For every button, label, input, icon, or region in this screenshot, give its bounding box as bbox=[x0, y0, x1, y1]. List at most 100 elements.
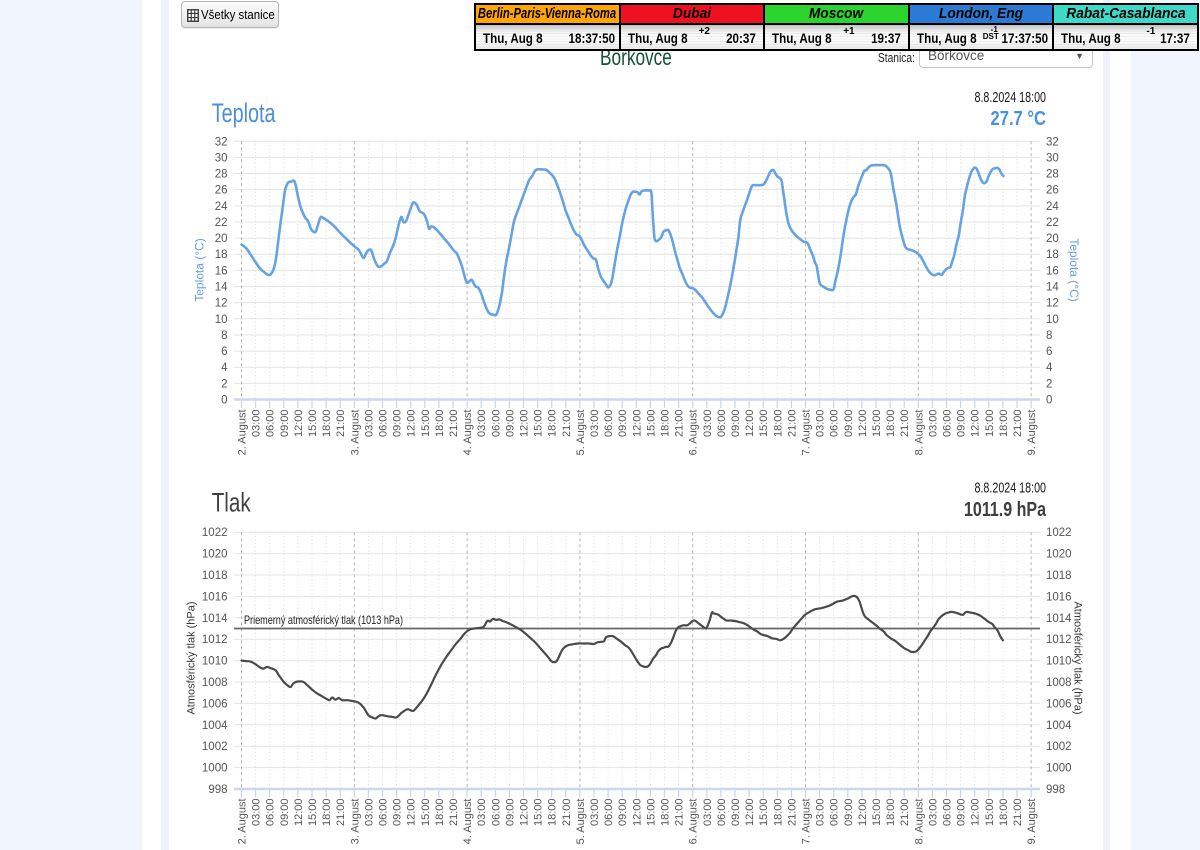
svg-text:9. August: 9. August bbox=[1026, 410, 1038, 456]
svg-text:12: 12 bbox=[1046, 298, 1059, 310]
svg-text:1010: 1010 bbox=[1046, 656, 1072, 668]
svg-text:15:00: 15:00 bbox=[533, 799, 545, 827]
svg-text:32: 32 bbox=[1046, 136, 1059, 148]
svg-text:03:00: 03:00 bbox=[815, 799, 827, 827]
svg-text:14: 14 bbox=[1046, 282, 1059, 294]
svg-text:21:00: 21:00 bbox=[448, 799, 460, 827]
svg-text:Priemerný atmosférický tlak (1: Priemerný atmosférický tlak (1013 hPa) bbox=[244, 613, 403, 627]
svg-text:Teplota (°C): Teplota (°C) bbox=[193, 238, 207, 302]
svg-text:1016: 1016 bbox=[202, 591, 228, 603]
svg-text:16: 16 bbox=[215, 265, 228, 277]
svg-text:28: 28 bbox=[1046, 169, 1059, 181]
svg-text:12:00: 12:00 bbox=[631, 799, 643, 827]
svg-text:18:00: 18:00 bbox=[660, 410, 672, 438]
svg-text:7. August: 7. August bbox=[801, 410, 813, 456]
svg-text:06:00: 06:00 bbox=[716, 799, 728, 827]
svg-text:8: 8 bbox=[1046, 330, 1052, 342]
svg-text:30: 30 bbox=[1046, 152, 1059, 164]
svg-text:12:00: 12:00 bbox=[519, 410, 531, 438]
svg-text:12:00: 12:00 bbox=[744, 799, 756, 827]
svg-text:03:00: 03:00 bbox=[363, 799, 375, 827]
svg-text:30: 30 bbox=[215, 152, 228, 164]
svg-text:2. August: 2. August bbox=[237, 799, 249, 845]
svg-text:03:00: 03:00 bbox=[589, 410, 601, 438]
svg-text:12:00: 12:00 bbox=[857, 799, 869, 827]
svg-text:15:00: 15:00 bbox=[307, 799, 319, 827]
svg-text:03:00: 03:00 bbox=[702, 799, 714, 827]
svg-text:1002: 1002 bbox=[202, 741, 228, 753]
svg-text:16: 16 bbox=[1046, 265, 1059, 277]
svg-text:12:00: 12:00 bbox=[519, 799, 531, 827]
svg-text:1020: 1020 bbox=[1046, 549, 1072, 561]
svg-text:12: 12 bbox=[215, 298, 228, 310]
svg-text:15:00: 15:00 bbox=[871, 799, 883, 827]
svg-text:21:00: 21:00 bbox=[674, 799, 686, 827]
svg-text:03:00: 03:00 bbox=[363, 410, 375, 438]
svg-text:21:00: 21:00 bbox=[899, 410, 911, 438]
svg-text:18:00: 18:00 bbox=[998, 410, 1010, 438]
svg-text:21:00: 21:00 bbox=[335, 799, 347, 827]
svg-text:09:00: 09:00 bbox=[279, 799, 291, 827]
svg-text:18: 18 bbox=[1046, 249, 1059, 261]
svg-text:8.8.2024 18:00: 8.8.2024 18:00 bbox=[975, 481, 1047, 497]
svg-text:1004: 1004 bbox=[202, 720, 228, 732]
svg-text:6. August: 6. August bbox=[688, 799, 700, 845]
svg-text:12:00: 12:00 bbox=[631, 410, 643, 438]
svg-text:15:00: 15:00 bbox=[420, 799, 432, 827]
svg-text:1002: 1002 bbox=[1046, 741, 1072, 753]
svg-text:18:00: 18:00 bbox=[547, 799, 559, 827]
svg-text:03:00: 03:00 bbox=[251, 410, 263, 438]
svg-text:1008: 1008 bbox=[202, 677, 228, 689]
svg-text:21:00: 21:00 bbox=[448, 410, 460, 438]
svg-text:18:00: 18:00 bbox=[772, 410, 784, 438]
svg-text:4. August: 4. August bbox=[462, 409, 474, 455]
svg-text:06:00: 06:00 bbox=[942, 799, 954, 827]
svg-text:20: 20 bbox=[215, 233, 228, 245]
svg-text:1004: 1004 bbox=[1046, 720, 1072, 732]
svg-text:15:00: 15:00 bbox=[420, 410, 432, 438]
svg-text:12:00: 12:00 bbox=[406, 410, 418, 438]
svg-text:1011.9 hPa: 1011.9 hPa bbox=[964, 499, 1047, 521]
svg-text:21:00: 21:00 bbox=[335, 410, 347, 438]
svg-text:15:00: 15:00 bbox=[984, 410, 996, 438]
svg-text:1018: 1018 bbox=[202, 570, 228, 582]
svg-text:2: 2 bbox=[221, 378, 227, 390]
svg-text:15:00: 15:00 bbox=[758, 799, 770, 827]
svg-text:28: 28 bbox=[215, 169, 228, 181]
svg-text:1022: 1022 bbox=[1046, 527, 1072, 539]
svg-text:10: 10 bbox=[1046, 314, 1059, 326]
svg-text:15:00: 15:00 bbox=[871, 410, 883, 438]
svg-text:22: 22 bbox=[1046, 217, 1059, 229]
svg-text:03:00: 03:00 bbox=[702, 410, 714, 438]
svg-text:32: 32 bbox=[215, 136, 228, 148]
svg-text:09:00: 09:00 bbox=[617, 799, 629, 827]
svg-text:18:00: 18:00 bbox=[547, 410, 559, 438]
svg-text:21:00: 21:00 bbox=[1012, 799, 1024, 827]
svg-text:09:00: 09:00 bbox=[392, 410, 404, 438]
svg-text:06:00: 06:00 bbox=[716, 410, 728, 438]
svg-text:9. August: 9. August bbox=[1026, 799, 1038, 845]
svg-text:15:00: 15:00 bbox=[645, 799, 657, 827]
svg-text:06:00: 06:00 bbox=[603, 410, 615, 438]
svg-text:09:00: 09:00 bbox=[279, 410, 291, 438]
svg-text:18:00: 18:00 bbox=[321, 410, 333, 438]
svg-text:3. August: 3. August bbox=[349, 410, 361, 456]
svg-text:6: 6 bbox=[1046, 346, 1052, 358]
svg-text:Teplota: Teplota bbox=[212, 98, 276, 128]
svg-text:1012: 1012 bbox=[202, 634, 228, 646]
svg-text:12:00: 12:00 bbox=[293, 410, 305, 438]
svg-text:03:00: 03:00 bbox=[589, 799, 601, 827]
svg-text:18: 18 bbox=[215, 249, 228, 261]
svg-text:998: 998 bbox=[1046, 784, 1065, 796]
svg-text:12:00: 12:00 bbox=[293, 799, 305, 827]
svg-text:03:00: 03:00 bbox=[476, 410, 488, 438]
svg-text:1006: 1006 bbox=[202, 698, 228, 710]
svg-text:12:00: 12:00 bbox=[744, 410, 756, 438]
svg-text:3. August: 3. August bbox=[349, 799, 361, 845]
svg-text:18:00: 18:00 bbox=[434, 799, 446, 827]
svg-text:09:00: 09:00 bbox=[956, 799, 968, 827]
svg-text:12:00: 12:00 bbox=[406, 799, 418, 827]
svg-text:10: 10 bbox=[215, 314, 228, 326]
svg-text:1010: 1010 bbox=[202, 656, 228, 668]
svg-text:2: 2 bbox=[1046, 378, 1052, 390]
